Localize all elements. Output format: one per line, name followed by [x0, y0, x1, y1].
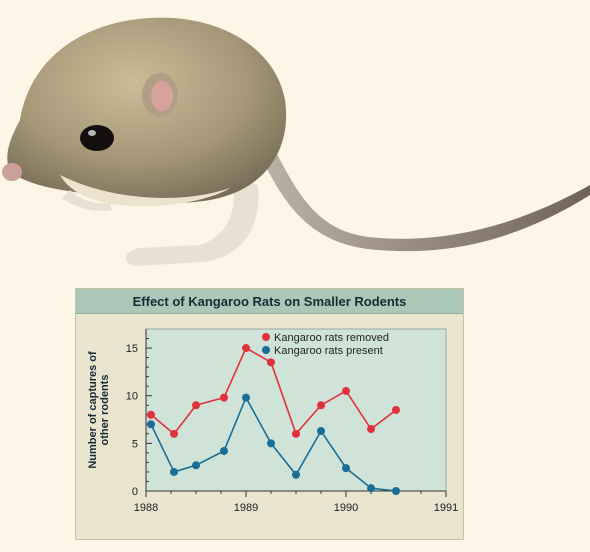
data-point	[317, 426, 325, 435]
data-point	[242, 393, 250, 402]
data-point	[267, 439, 275, 448]
y-axis-label: Number of captures of	[87, 351, 99, 469]
rat-belly	[60, 175, 230, 207]
chart-plot: 0 5 10 15 1988 1989 1990 1991 Number of captures…	[87, 328, 458, 514]
data-point	[342, 464, 350, 473]
chart-panel: Effect of Kangaroo Rats on Smaller Roden…	[75, 288, 464, 540]
data-point	[367, 425, 375, 434]
rat-tail	[258, 140, 590, 252]
legend-marker	[262, 346, 270, 354]
y-axis-label: other rodents	[99, 375, 111, 446]
x-tick-label: 1988	[134, 502, 158, 514]
data-point	[367, 484, 375, 493]
y-tick-label: 0	[132, 486, 138, 498]
legend-marker	[262, 333, 270, 341]
x-tick-label: 1989	[234, 502, 258, 514]
chart-title-bar: Effect of Kangaroo Rats on Smaller Roden…	[76, 289, 463, 314]
data-point	[292, 470, 300, 479]
data-point	[220, 446, 228, 455]
data-point	[220, 393, 228, 402]
chart-title: Effect of Kangaroo Rats on Smaller Roden…	[132, 293, 407, 309]
legend-label: Kangaroo rats present	[274, 345, 383, 357]
y-tick-label: 10	[126, 391, 138, 403]
data-point	[170, 467, 178, 476]
data-point	[392, 487, 400, 495]
data-point	[192, 401, 200, 410]
y-tick-label: 5	[132, 438, 138, 450]
rat-hind-foot	[125, 175, 259, 266]
rat-eye	[80, 125, 114, 151]
data-point	[317, 401, 325, 410]
data-point	[170, 429, 178, 438]
data-point	[147, 420, 155, 429]
data-point	[267, 358, 275, 367]
data-point	[292, 429, 300, 438]
rat-front-paw	[62, 190, 112, 211]
data-point	[342, 386, 350, 395]
x-tick-label: 1991	[434, 502, 458, 514]
data-point	[147, 410, 155, 419]
x-tick-label: 1990	[334, 502, 358, 514]
rat-body	[7, 17, 287, 204]
legend-label: Kangaroo rats removed	[274, 332, 389, 344]
data-point	[192, 461, 200, 470]
y-tick-label: 15	[126, 343, 138, 355]
data-point	[242, 344, 250, 353]
rat-ear-inner	[151, 81, 173, 111]
rat-nose	[2, 163, 22, 181]
kangaroo-rat-illustration	[2, 17, 590, 266]
data-point	[392, 406, 400, 414]
